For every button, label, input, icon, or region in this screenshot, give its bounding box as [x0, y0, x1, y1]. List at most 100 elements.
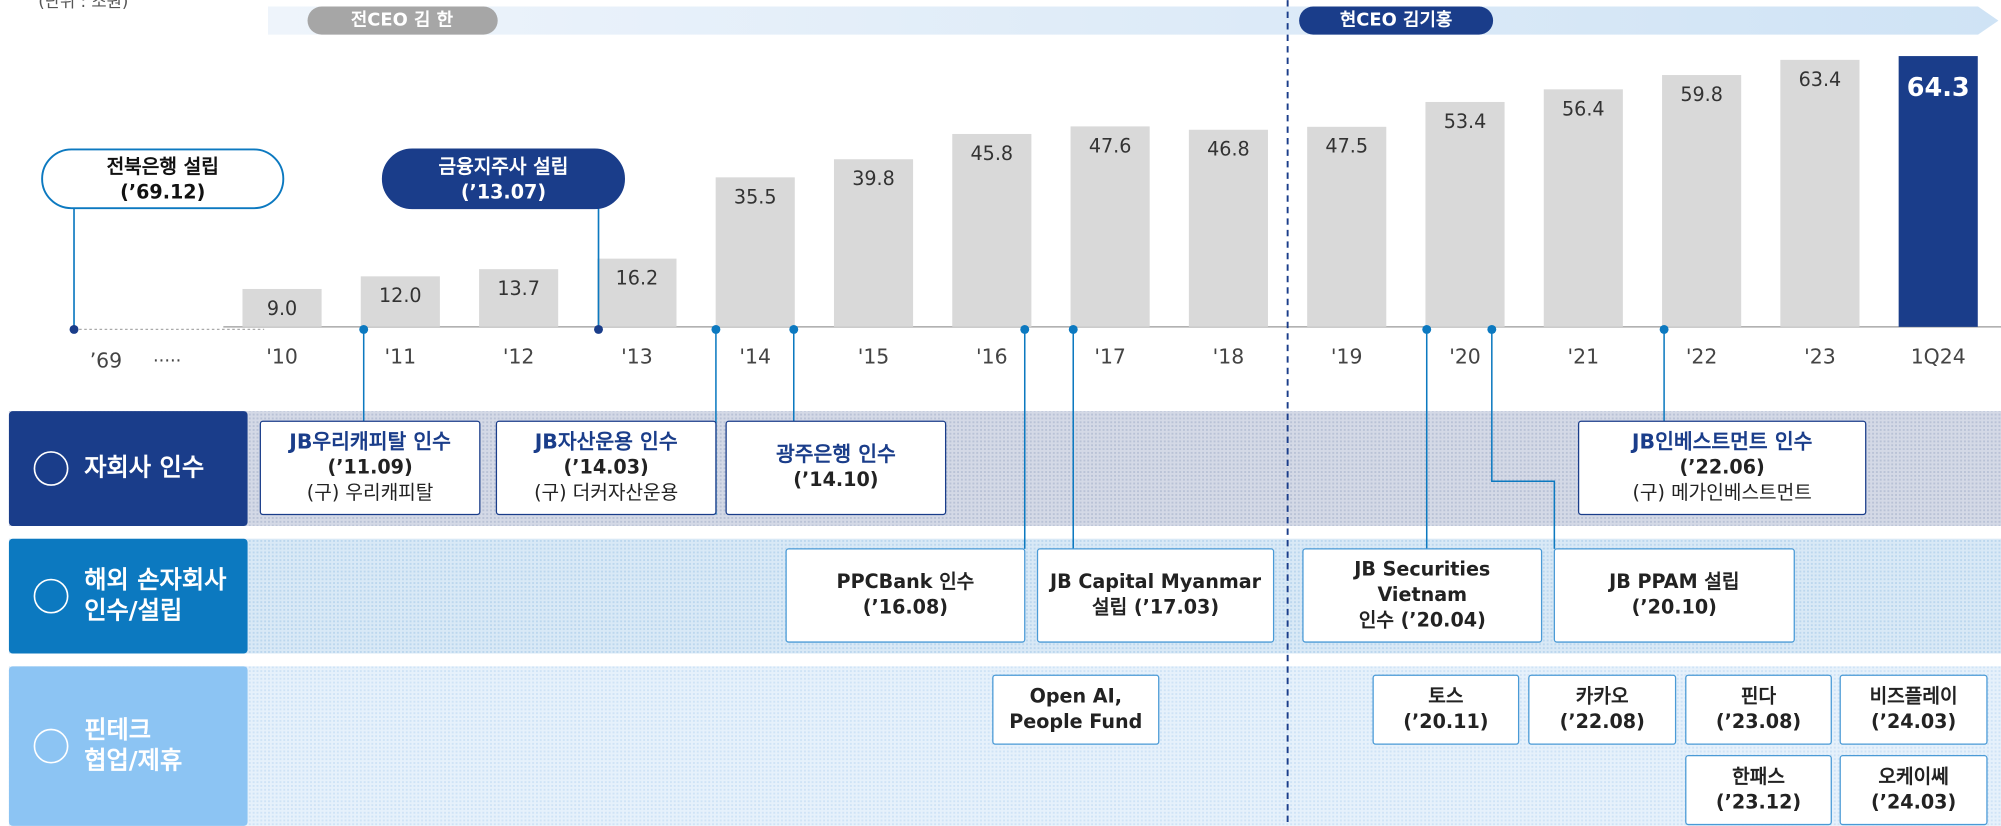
dot [1422, 324, 1432, 334]
item-text: 토스 [1428, 684, 1463, 707]
bar [1070, 126, 1150, 327]
milestone-pill [41, 148, 285, 210]
value-label: 9.0 [267, 297, 297, 320]
value-label: 47.6 [1089, 134, 1132, 157]
bar [952, 133, 1032, 327]
item-box [1302, 548, 1543, 643]
item-box [1839, 755, 1988, 826]
content: ’69 ····· 9.0 '10 12.0 '11 13.7 '12 16.2 '13 35.5 '… [8, 56, 2001, 826]
x-tick-label: '23 [1804, 344, 1836, 368]
value-label: 56.4 [1562, 97, 1605, 120]
bar [479, 269, 559, 327]
milestone-text: (’69.12) [120, 180, 205, 203]
item-box [785, 548, 1026, 643]
item-text: (’22.08) [1560, 710, 1645, 733]
item-text: Vietnam [1377, 583, 1467, 606]
connector [1491, 329, 1556, 549]
row-label: 핀테크 [84, 715, 151, 744]
item-text: (’16.08) [863, 596, 948, 619]
bar [1543, 89, 1623, 327]
dot [1068, 324, 1078, 334]
item-box [1685, 674, 1832, 745]
bar [242, 288, 322, 327]
unit-label: (단위 : 조원) [38, 0, 128, 11]
item-text: (’24.03) [1871, 710, 1956, 733]
item-text: 인수 (’20.04) [1359, 609, 1486, 632]
dot [789, 324, 799, 334]
item-text: 광주은행 인수 [776, 442, 896, 466]
item-text: (’20.11) [1403, 710, 1488, 733]
value-label: 46.8 [1207, 138, 1250, 161]
value-label: 16.2 [616, 267, 659, 290]
row-label-box [8, 411, 248, 526]
row-label: 자회사 인수 [84, 453, 204, 482]
value-label: 45.8 [971, 142, 1014, 165]
value-label: 13.7 [497, 277, 540, 300]
bar [1898, 56, 1978, 327]
x-tick-label: '15 [858, 344, 890, 368]
bar [1425, 101, 1505, 327]
dot [1659, 324, 1669, 334]
x-tick-label: '20 [1449, 344, 1481, 368]
x-tick-label: '18 [1213, 344, 1245, 368]
x-tick-label: ’69 [90, 348, 122, 372]
value-label: 63.4 [1799, 68, 1842, 91]
item-text: JB우리캐피탈 인수 [287, 429, 451, 453]
item-text: JB PPAM 설립 [1607, 570, 1739, 593]
bar [1662, 75, 1742, 327]
value-label: 35.5 [734, 185, 777, 208]
x-tick-label: '13 [621, 344, 653, 368]
row-label: 해외 손자회사 [84, 565, 227, 594]
item-text: 비즈플레이 [1870, 684, 1958, 707]
x-tick-label: '17 [1094, 344, 1126, 368]
x-tick-label: '14 [739, 344, 771, 368]
x-tick-label: '10 [266, 344, 298, 368]
item-text: (’23.12) [1716, 790, 1801, 813]
bar [1307, 126, 1387, 327]
item-text: (’14.10) [793, 468, 878, 491]
item-text: (’24.03) [1871, 790, 1956, 813]
item-text: 오케이쎄 [1878, 765, 1948, 788]
x-tick-label: '12 [503, 344, 535, 368]
value-label: 39.8 [852, 167, 895, 190]
item-text: People Fund [1009, 710, 1142, 733]
value-label: 59.8 [1680, 83, 1723, 106]
item-text: (구) 메가인베스트먼트 [1632, 481, 1811, 504]
item-text: (구) 우리캐피탈 [307, 481, 434, 504]
item-text: 카카오 [1576, 684, 1629, 707]
bar [833, 159, 914, 327]
dot [711, 324, 721, 334]
bar [597, 258, 677, 327]
item-box [1553, 548, 1795, 643]
row-icon [33, 728, 69, 764]
item-text: 설립 (’17.03) [1092, 596, 1219, 619]
row-label: 인수/설립 [84, 595, 182, 624]
x-tick-label: '11 [385, 344, 417, 368]
item-box [992, 674, 1160, 745]
item-text: (구) 더커자산운용 [534, 481, 678, 504]
item-box [495, 420, 717, 516]
row-icon [33, 451, 69, 486]
x-tick-label: 1Q24 [1911, 344, 1966, 368]
item-text: JB Securities [1352, 557, 1490, 580]
item-box [1528, 674, 1677, 745]
row-label-box [8, 666, 248, 826]
bar [360, 276, 440, 327]
item-box [1685, 755, 1832, 826]
dot [1020, 324, 1030, 334]
value-label: 64.3 [1907, 73, 1970, 103]
bar [1188, 129, 1268, 327]
item-text: (’14.03) [564, 455, 649, 478]
row-label: 협업/제휴 [84, 745, 182, 774]
ceo-pill [1299, 6, 1494, 35]
item-text: (’20.10) [1632, 596, 1717, 619]
ceo-pill [307, 6, 498, 35]
item-box [1372, 674, 1520, 745]
dot [359, 324, 369, 334]
milestone-text: 전북은행 설립 [107, 155, 219, 178]
milestone-text: 금융지주사 설립 [439, 155, 569, 178]
value-label: 53.4 [1444, 110, 1487, 133]
item-box [1036, 548, 1275, 643]
item-box [1839, 674, 1988, 745]
x-tick-label: '19 [1331, 344, 1363, 368]
